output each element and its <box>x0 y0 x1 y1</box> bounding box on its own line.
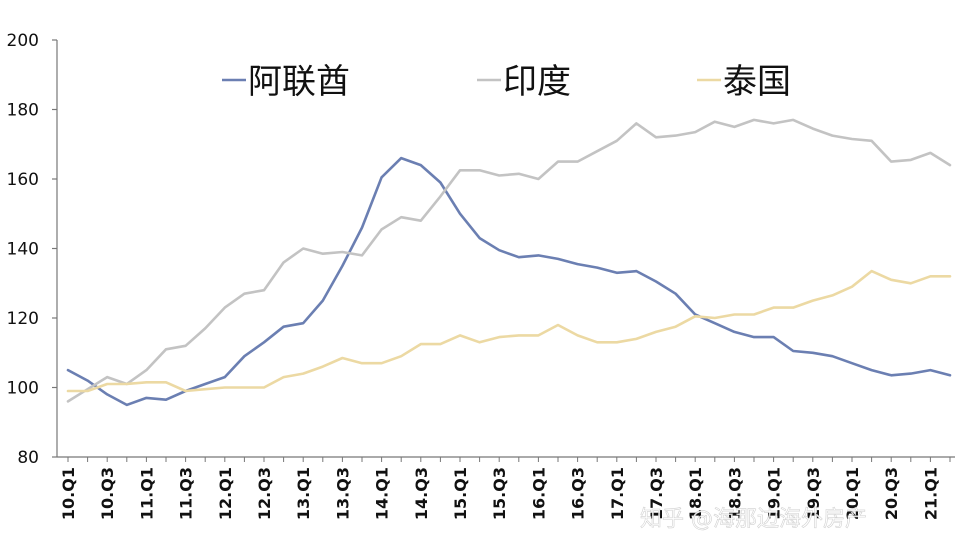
x-tick-label: 14.Q3 <box>412 467 431 520</box>
x-tick-label: 13.Q1 <box>294 467 313 520</box>
series-line-泰国 <box>66 269 952 393</box>
x-tick-label: 14.Q1 <box>373 467 392 520</box>
series-line-印度 <box>66 118 952 403</box>
x-tick-label: 12.Q1 <box>216 467 235 520</box>
legend-label: 阿联酋 <box>248 62 350 102</box>
x-tick-label: 12.Q3 <box>255 467 274 520</box>
x-tick-label: 18.Q1 <box>686 467 705 520</box>
x-tick-label: 16.Q3 <box>569 467 588 520</box>
legend-label: 印度 <box>503 62 571 102</box>
x-tick-label: 20.Q3 <box>882 467 901 520</box>
x-tick-label: 19.Q1 <box>765 467 784 520</box>
y-tick-label: 200 <box>7 31 39 51</box>
x-tick-label: 11.Q3 <box>177 467 196 520</box>
x-tick-label: 16.Q1 <box>529 467 548 520</box>
legend-label: 泰国 <box>723 62 791 102</box>
y-tick-label: 100 <box>7 379 39 399</box>
x-tick-label: 11.Q1 <box>137 467 156 520</box>
x-tick-label: 19.Q3 <box>804 467 823 520</box>
x-tick-label: 18.Q3 <box>725 467 744 520</box>
axes <box>56 40 955 458</box>
x-tick-label: 17.Q3 <box>647 467 666 520</box>
y-tick-label: 180 <box>7 101 39 121</box>
x-tick-label: 20.Q1 <box>843 467 862 520</box>
y-axis-ticks: 80 100 120 140 160 180 200 <box>7 31 57 468</box>
y-tick-label: 160 <box>7 170 39 190</box>
y-tick-label: 140 <box>7 240 39 260</box>
x-tick-label: 13.Q3 <box>333 467 352 520</box>
x-tick-label: 21.Q1 <box>921 467 940 520</box>
x-tick-label: 10.Q3 <box>98 467 117 520</box>
x-axis-ticks: 10.Q1 10.Q3 11.Q1 11.Q3 12.Q1 12.Q3 13.Q1 13.Q3… <box>59 457 951 520</box>
series-line-阿联酋 <box>66 156 952 407</box>
x-tick-label: 15.Q3 <box>490 467 509 520</box>
x-tick-label: 10.Q1 <box>59 467 78 520</box>
y-tick-label: 80 <box>17 448 39 468</box>
x-tick-label: 17.Q1 <box>608 467 627 520</box>
legend: 阿联酋 印度 泰国 <box>222 62 791 102</box>
y-tick-label: 120 <box>7 309 39 329</box>
x-tick-label: 15.Q1 <box>451 467 470 520</box>
series-lines <box>66 118 952 407</box>
watermark-text: 知乎 @海那边海外房产 <box>640 507 867 532</box>
